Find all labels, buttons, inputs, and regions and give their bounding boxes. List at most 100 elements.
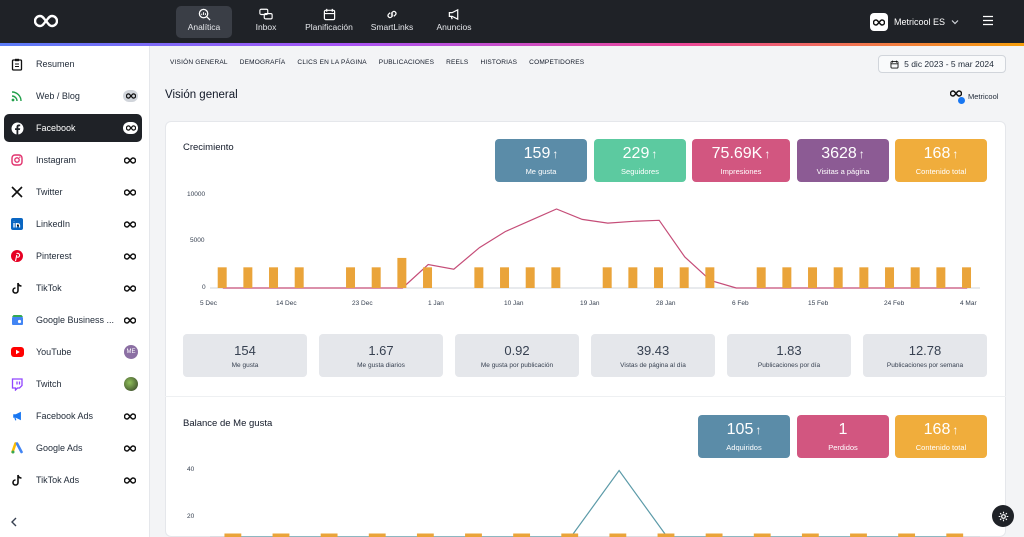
facebook-icon [958, 97, 965, 104]
bar-mark [224, 533, 242, 537]
date-range-picker[interactable]: 5 dic 2023 - 5 mar 2024 [878, 55, 1006, 73]
tab-vision-general[interactable]: VISIÓN GENERAL [170, 59, 228, 66]
stat-vistas-pagina: 39.43 Vistas de página al día [591, 334, 715, 377]
tiktok-icon [10, 281, 24, 295]
kpi-contenido-total[interactable]: 168 ↑ Contenido total [895, 139, 987, 182]
series-line [234, 469, 956, 537]
kpi-me-gusta[interactable]: 159 ↑ Me gusta [495, 139, 587, 182]
bar-mark [294, 267, 304, 288]
tab-historias[interactable]: HISTORIAS [480, 59, 518, 66]
bar-mark [371, 267, 381, 288]
bar-mark [269, 267, 279, 288]
tab-reels[interactable]: REELS [446, 59, 469, 66]
nav-anuncios[interactable]: Anuncios [426, 6, 482, 38]
sidebar-item-google-ads[interactable]: Google Ads [4, 434, 142, 462]
sidebar-item-google-business[interactable]: Google Business ... [4, 306, 142, 334]
series-line [222, 208, 968, 289]
sidebar-item-linkedin[interactable]: LinkedIn [4, 210, 142, 238]
kpi-label: Contenido total [915, 443, 967, 452]
analytics-card [165, 121, 1006, 537]
sidebar-item-tiktok-ads[interactable]: TikTok Ads [4, 466, 142, 494]
sidebar-item-label: Twitter [36, 187, 63, 197]
x-tick-label: 23 Dec [352, 300, 373, 307]
sidebar-item-label: TikTok [36, 283, 62, 293]
stat-value: 1.83 [776, 343, 802, 358]
bar-mark [808, 267, 818, 288]
bar-mark [833, 267, 843, 288]
settings-button[interactable] [992, 505, 1014, 527]
sidebar-item-instagram[interactable]: Instagram [4, 146, 142, 174]
megaphone-icon [448, 8, 459, 21]
account-switcher[interactable]: Metricool ES [870, 12, 959, 32]
sidebar-item-label: LinkedIn [36, 219, 71, 229]
x-tick-label: 1 Jan [428, 300, 444, 307]
section-tabs: VISIÓN GENERAL DEMOGRAFÍA CLICS EN LA PÁ… [170, 59, 584, 66]
nav-planificacion[interactable]: Planificación [300, 6, 358, 38]
page-title: Visión general [165, 89, 238, 101]
kpi-label: Visitas a página [816, 167, 870, 176]
y-tick-label: 5000 [190, 237, 205, 244]
kpi-seguidores[interactable]: 229 ↑ Seguidores [594, 139, 686, 182]
status-indicator [123, 90, 138, 102]
kpi-contenido-total-balance[interactable]: 168 ↑ Contenido total [895, 415, 987, 458]
nav-inbox[interactable]: Inbox [238, 6, 294, 38]
kpi-value: 168 [923, 421, 951, 438]
avatar [124, 377, 138, 391]
metricool-logo-icon[interactable] [34, 14, 58, 28]
kpi-label: Perdidos [828, 443, 858, 452]
stat-label: Publicaciones por día [757, 362, 821, 369]
tab-competidores[interactable]: COMPETIDORES [529, 59, 585, 66]
bar-mark [705, 267, 715, 288]
sidebar-item-twitch[interactable]: Twitch [4, 370, 142, 398]
status-indicator [123, 122, 138, 134]
stat-me-gusta: 154 Me gusta [183, 334, 307, 377]
nav-smartlinks[interactable]: SmartLinks [364, 6, 420, 38]
stat-label: Vistas de página al día [620, 362, 686, 369]
avatar: ME [124, 345, 138, 359]
tab-publicaciones[interactable]: PUBLICACIONES [378, 59, 435, 66]
sidebar-item-resumen[interactable]: Resumen [4, 50, 142, 78]
sidebar-item-youtube[interactable]: YouTube ME [4, 338, 142, 366]
account-avatar [870, 13, 888, 31]
sidebar-item-web-blog[interactable]: Web / Blog [4, 82, 142, 110]
stat-label: Publicaciones por semana [886, 362, 964, 369]
y-tick-label: 20 [187, 513, 195, 520]
sidebar-item-pinterest[interactable]: Pinterest [4, 242, 142, 270]
tiktok-icon [10, 473, 24, 487]
sidebar-item-twitter[interactable]: Twitter [4, 178, 142, 206]
kpi-visitas-pagina[interactable]: 3628 ↑ Visitas a página [797, 139, 889, 182]
nav-analitica[interactable]: Analítica [176, 6, 232, 38]
x-tick-label: 24 Feb [884, 300, 905, 307]
bar-mark [910, 267, 920, 288]
balance-chart [210, 469, 980, 537]
bar-mark [609, 533, 627, 537]
sidebar-item-facebook[interactable]: Facebook [4, 114, 142, 142]
stat-value: 154 [234, 343, 256, 358]
facebook-icon [10, 121, 24, 135]
sidebar-item-label: Facebook Ads [36, 411, 94, 421]
menu-icon[interactable] [982, 15, 994, 26]
bar-mark [602, 267, 612, 288]
kpi-impresiones[interactable]: 75.69K ↑ Impresiones [692, 139, 790, 182]
sidebar-item-tiktok[interactable]: TikTok [4, 274, 142, 302]
profile-avatar [949, 90, 965, 104]
profile-name: Metricool [968, 91, 999, 101]
kpi-perdidos[interactable]: 1 Perdidos [797, 415, 889, 458]
sidebar: Resumen Web / Blog Facebook Instagram Tw… [0, 46, 150, 537]
tab-demografia[interactable]: DEMOGRAFÍA [239, 59, 286, 66]
sidebar-item-facebook-ads[interactable]: Facebook Ads [4, 402, 142, 430]
bar-mark [628, 267, 638, 288]
bar-mark [936, 267, 946, 288]
bar-mark [782, 267, 792, 288]
kpi-label: Seguidores [621, 167, 659, 176]
collapse-sidebar-icon[interactable] [10, 517, 18, 527]
status-indicator [122, 474, 138, 486]
bar-mark [368, 533, 386, 537]
profile-owner: Metricool [949, 90, 999, 104]
kpi-adquiridos[interactable]: 105 ↑ Adquiridos [698, 415, 790, 458]
bar-mark [217, 267, 227, 288]
x-tick-label: 5 Dec [200, 300, 217, 307]
x-tick-label: 15 Feb [808, 300, 829, 307]
tab-clics[interactable]: CLICS EN LA PÁGINA [297, 59, 367, 66]
instagram-icon [10, 153, 24, 167]
